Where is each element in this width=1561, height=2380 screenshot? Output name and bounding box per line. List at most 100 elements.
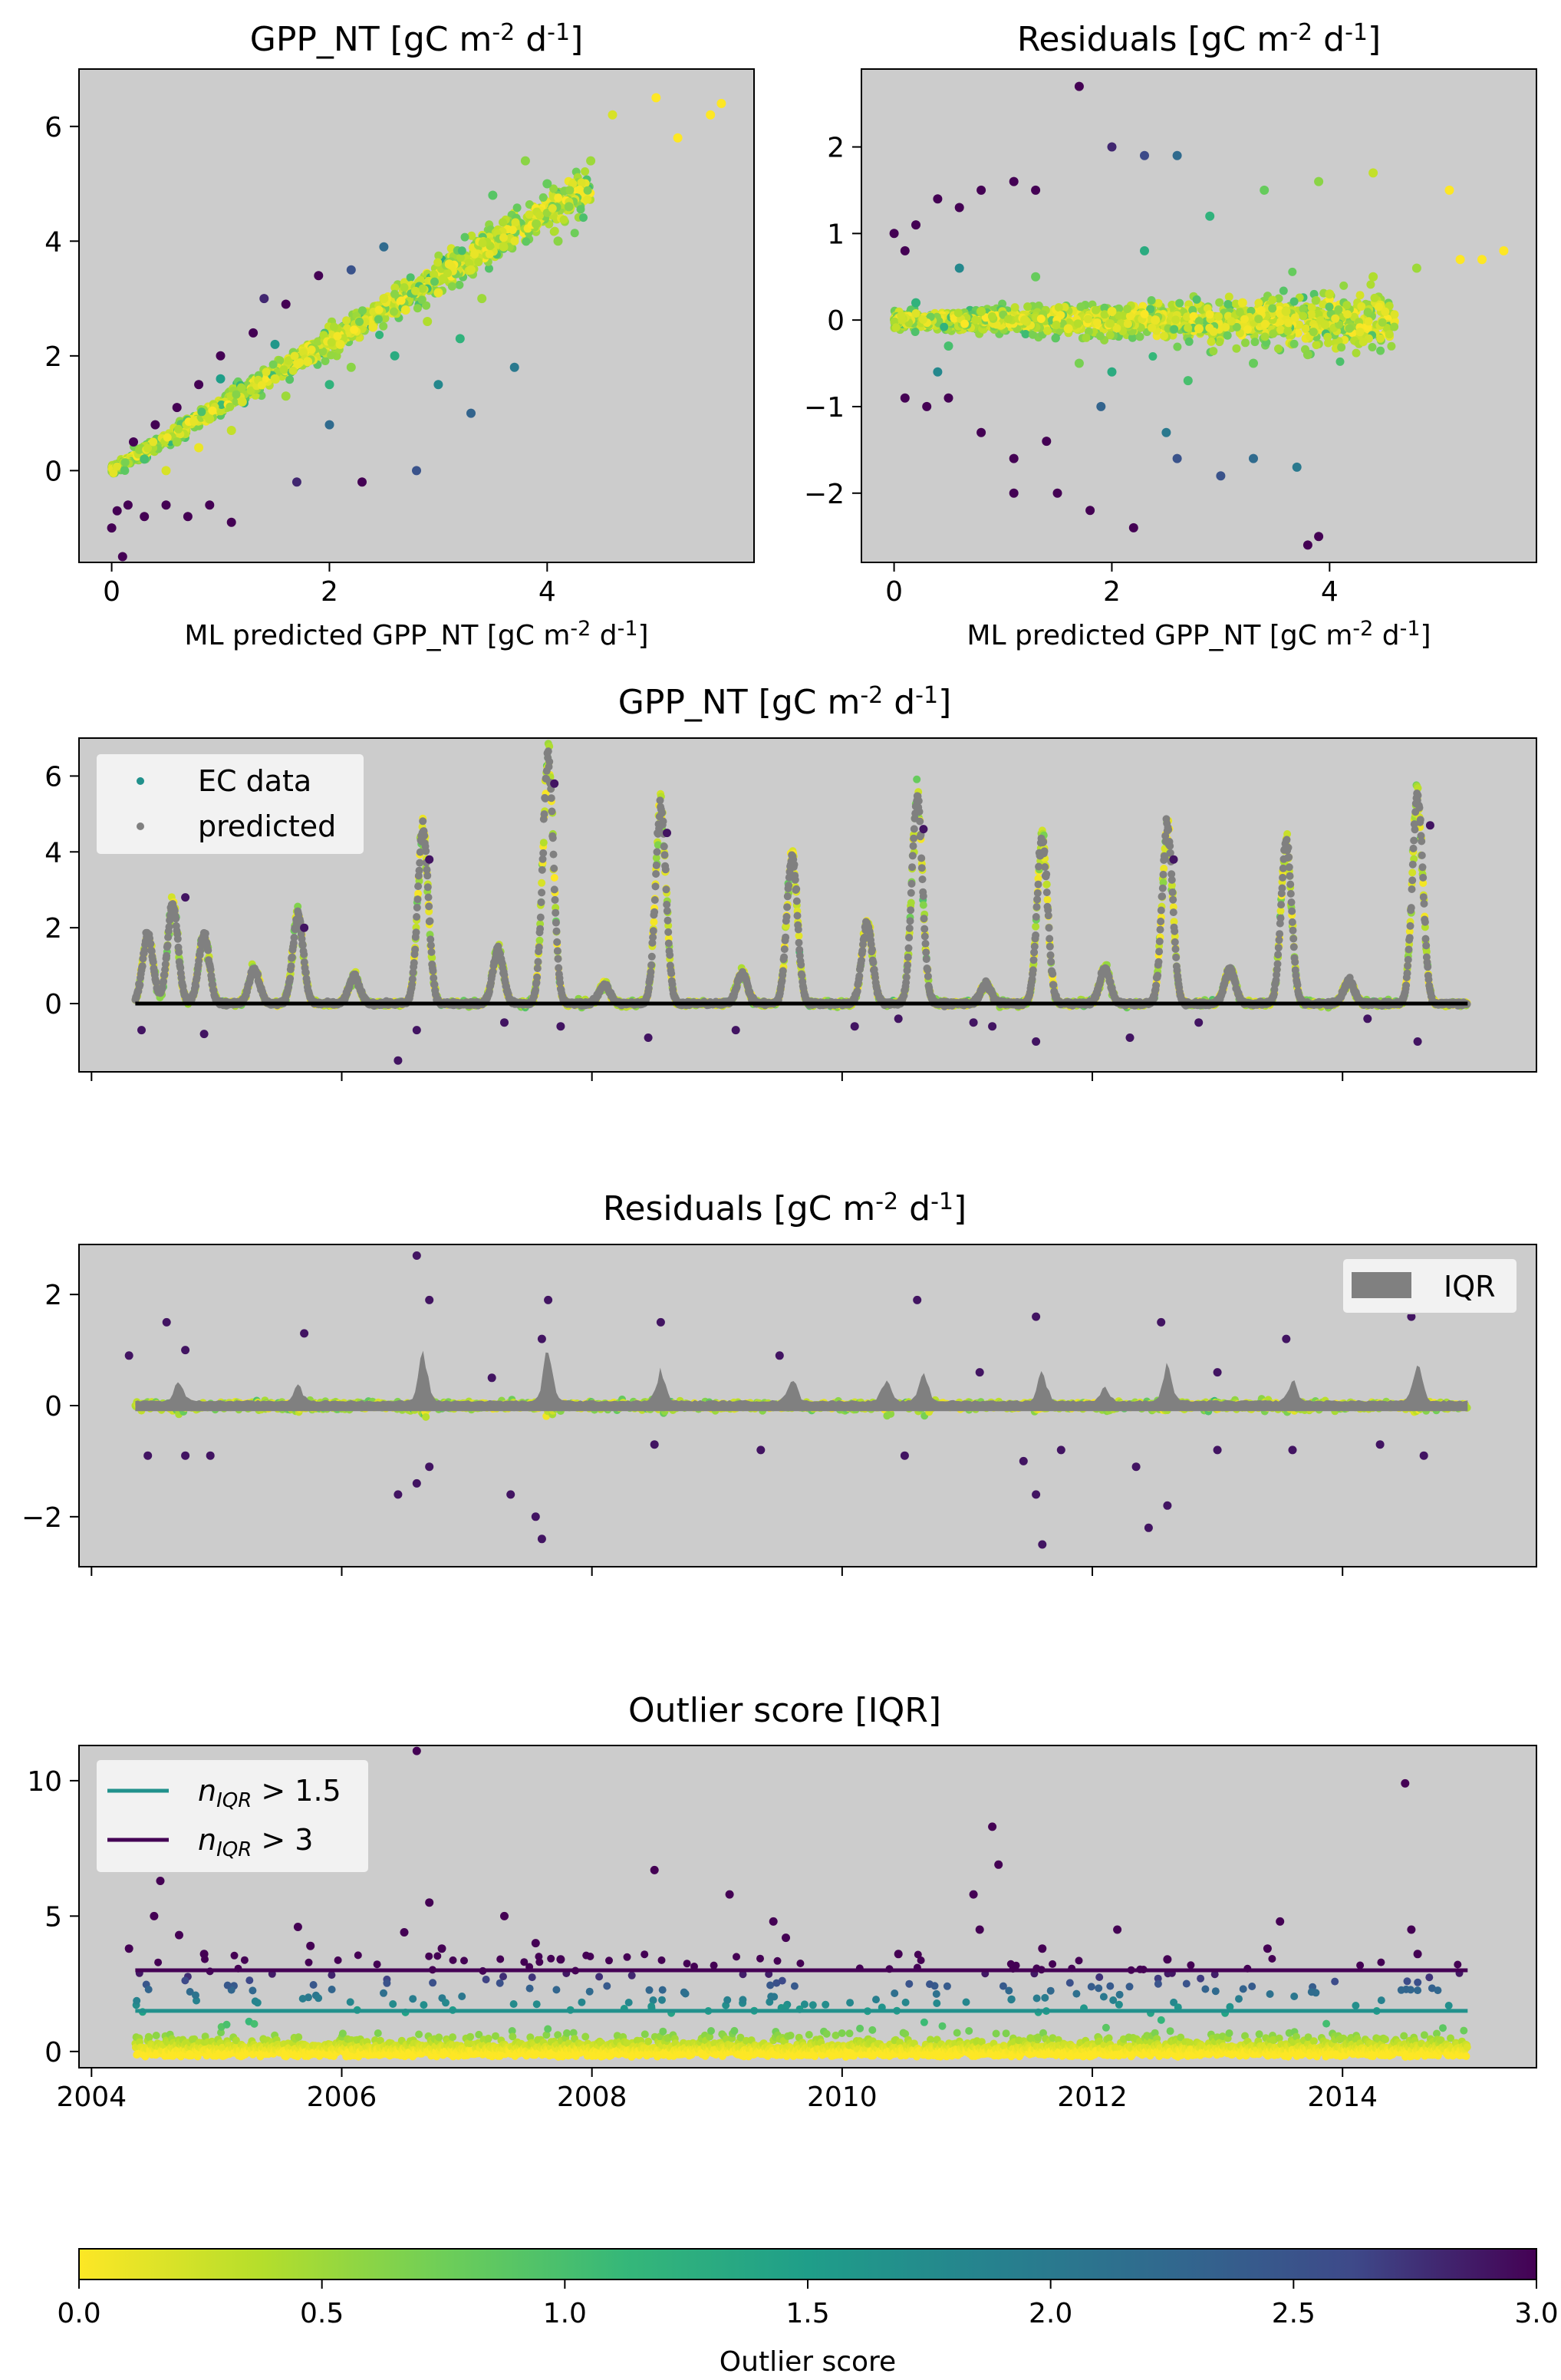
data-point [525, 200, 534, 209]
panel-gpp-scatter-title: GPP_NT [gC m-2 d-1] [250, 19, 584, 59]
data-point [1076, 302, 1085, 312]
data-point [343, 324, 351, 333]
data-point [1292, 462, 1302, 472]
data-point [1214, 312, 1223, 321]
data-point [1370, 293, 1379, 302]
data-point [1147, 296, 1156, 305]
data-point [1009, 176, 1019, 186]
data-point [1342, 301, 1352, 310]
data-point [1385, 302, 1394, 311]
data-point [430, 270, 439, 279]
x-tick-label: 0 [885, 576, 903, 608]
data-point [1100, 310, 1109, 319]
data-point [1299, 312, 1308, 321]
data-point [1107, 367, 1117, 377]
data-point [134, 445, 143, 454]
data-point [368, 322, 378, 332]
data-point [953, 308, 963, 318]
data-point [1207, 337, 1216, 346]
panel-gpp-scatter-points [107, 93, 726, 562]
data-point [226, 426, 236, 435]
data-point [456, 253, 465, 262]
x-tick-label: 2 [321, 576, 338, 608]
y-tick-label: 0 [827, 305, 845, 337]
data-point [226, 517, 236, 527]
data-point [1194, 324, 1204, 334]
data-point [1031, 272, 1041, 282]
data-point [423, 317, 433, 326]
data-point [1289, 339, 1299, 348]
data-point [535, 211, 545, 220]
data-point [335, 339, 345, 349]
data-point [414, 889, 423, 898]
data-point [1376, 334, 1385, 343]
data-point [140, 512, 150, 522]
data-point [1302, 350, 1312, 360]
data-point [117, 552, 127, 562]
data-point [1019, 315, 1029, 325]
data-point [576, 205, 585, 214]
data-point [570, 229, 579, 238]
data-point [1184, 337, 1194, 346]
data-point [1146, 305, 1155, 314]
data-point [123, 500, 133, 510]
data-point [1243, 325, 1252, 334]
data-point [553, 236, 563, 246]
data-point [1175, 298, 1184, 308]
data-point [1355, 291, 1365, 300]
data-point [1249, 358, 1258, 368]
data-point [1224, 292, 1233, 302]
data-point [919, 901, 927, 909]
data-point [1010, 303, 1019, 312]
data-point [1477, 255, 1487, 265]
data-point [485, 249, 494, 259]
data-point [1042, 437, 1052, 447]
data-point [1355, 328, 1365, 337]
data-point [1339, 281, 1349, 290]
y-tick-label: 4 [44, 226, 62, 258]
data-point [355, 317, 364, 326]
data-point [1054, 303, 1063, 312]
data-point [1309, 328, 1318, 337]
data-point [1023, 302, 1032, 312]
data-point [1337, 343, 1346, 352]
data-point [357, 477, 367, 487]
data-point [1184, 323, 1193, 332]
data-point [1051, 334, 1060, 343]
data-point [1232, 344, 1241, 353]
data-point [1114, 311, 1123, 320]
data-point [460, 232, 469, 242]
data-point [290, 351, 299, 361]
y-tick-label: 2 [44, 341, 62, 373]
y-tick-label: 6 [44, 112, 62, 143]
data-point [583, 186, 592, 195]
data-point [478, 239, 487, 248]
data-point [976, 427, 986, 437]
data-point [1301, 324, 1310, 333]
data-point [1135, 332, 1144, 341]
data-point [428, 954, 436, 962]
data-point [390, 283, 400, 292]
data-point [911, 220, 920, 230]
data-point [413, 304, 422, 313]
data-point [1279, 286, 1288, 295]
data-point [1364, 317, 1373, 326]
data-point [172, 437, 182, 447]
data-point [1223, 300, 1233, 308]
data-point [535, 936, 544, 944]
data-point [1357, 302, 1366, 311]
data-point [262, 368, 271, 377]
data-point [1112, 324, 1121, 333]
data-point [499, 218, 507, 227]
data-point [1499, 246, 1509, 255]
data-point [565, 186, 575, 195]
data-point [417, 295, 426, 305]
data-point [1128, 522, 1138, 532]
data-point [891, 323, 901, 332]
data-point [1325, 289, 1335, 299]
data-point [1209, 347, 1218, 356]
data-point [1284, 318, 1293, 328]
data-point [1092, 318, 1102, 328]
data-point [1323, 332, 1332, 341]
data-point [418, 284, 427, 293]
